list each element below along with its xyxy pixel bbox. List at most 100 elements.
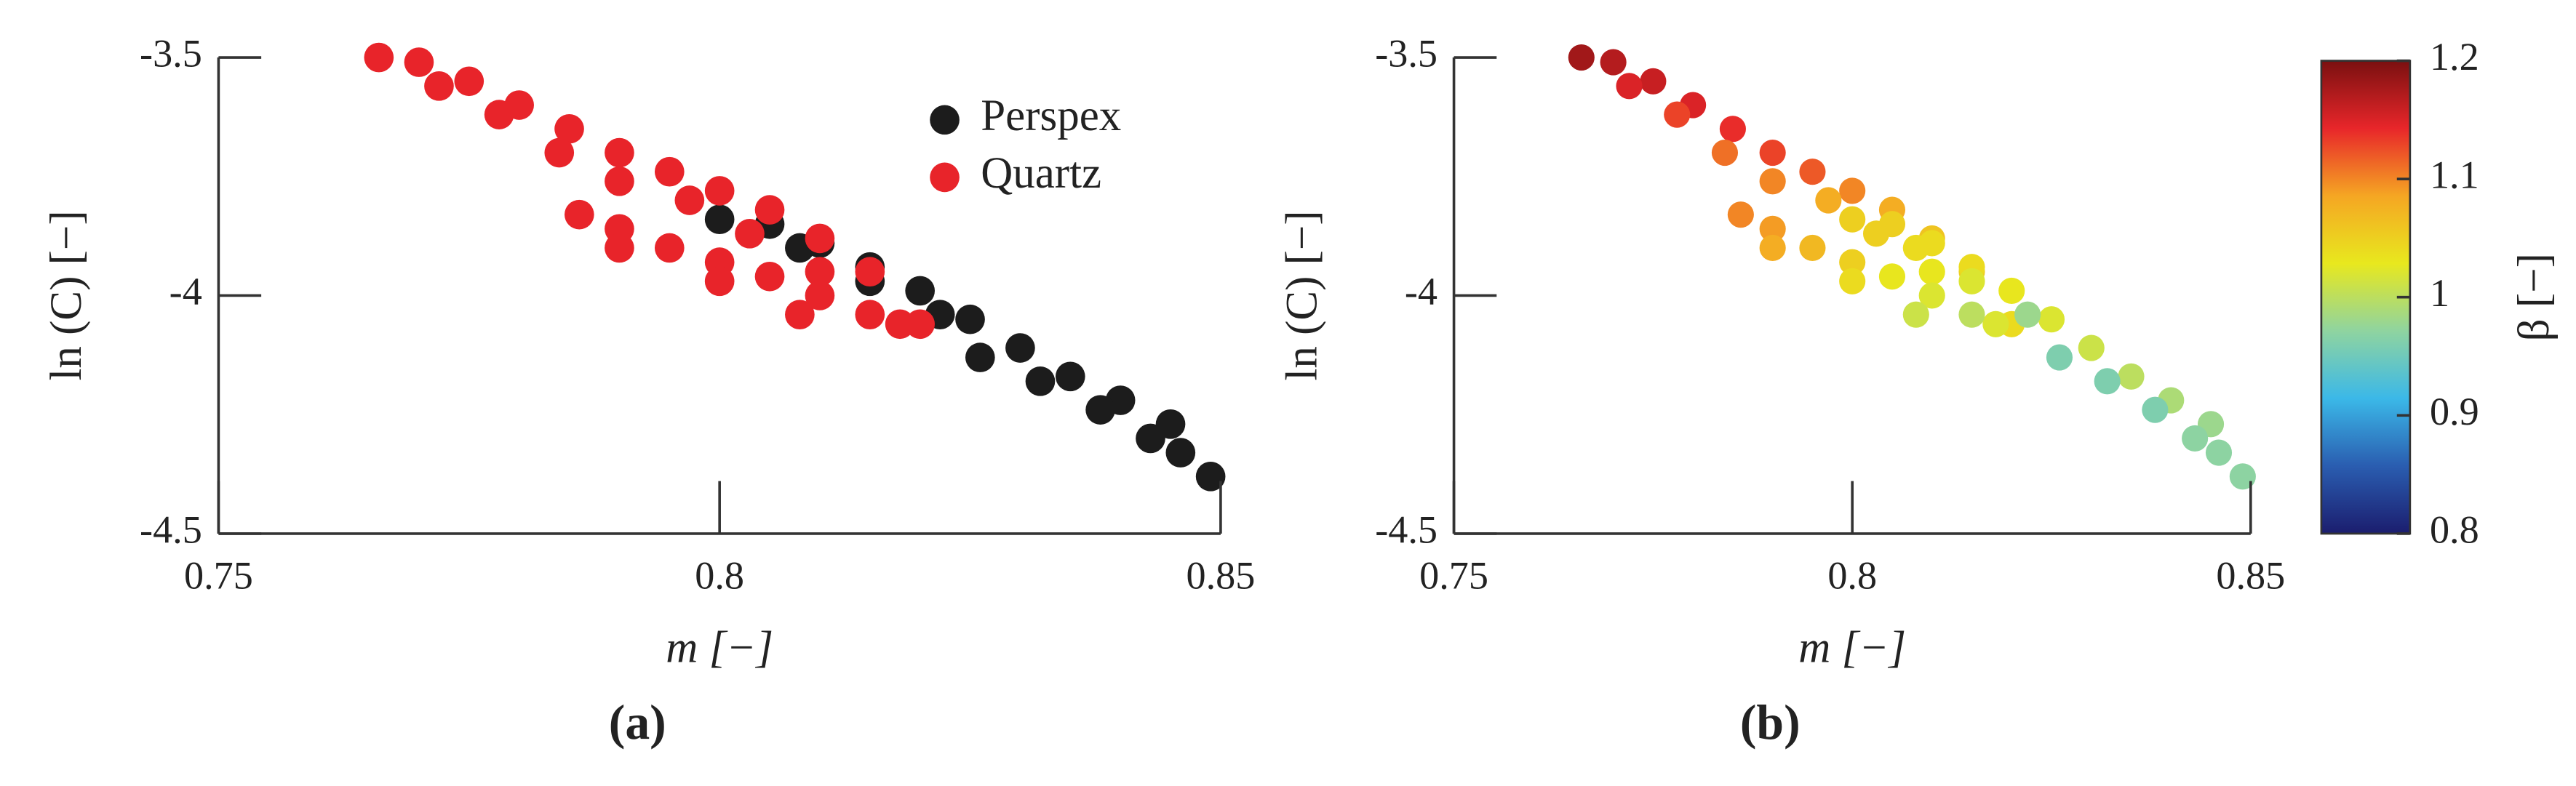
point	[1815, 187, 1842, 214]
point	[735, 219, 765, 249]
legend-marker	[930, 162, 960, 193]
point	[805, 257, 835, 287]
colorbar	[2320, 60, 2412, 535]
point	[1759, 215, 1786, 242]
colorbar-label: β [−]	[2510, 253, 2559, 341]
point	[424, 71, 454, 101]
point	[1719, 116, 1746, 143]
colorbar-tick-label: 1.1	[2430, 153, 2479, 197]
point	[1799, 159, 1826, 185]
point	[905, 276, 935, 306]
point	[1958, 301, 1985, 328]
y-tick-label: -4.5	[1375, 508, 1437, 551]
point	[855, 257, 885, 287]
point	[1902, 301, 1929, 328]
legend-label: Perspex	[981, 92, 1121, 140]
point	[1839, 177, 1866, 204]
point	[704, 266, 735, 297]
point	[704, 204, 735, 235]
caption: (b)	[1740, 695, 1801, 750]
x-tick-label: 0.85	[2216, 554, 2285, 598]
y-tick-label: -4	[170, 270, 202, 313]
point	[454, 66, 485, 97]
point	[785, 300, 815, 329]
x-tick-label: 0.8	[1827, 554, 1877, 598]
point	[965, 342, 995, 372]
x-tick-label: 0.75	[184, 554, 253, 598]
point	[2205, 439, 2233, 466]
colorbar-tick-label: 0.9	[2430, 390, 2479, 433]
point	[654, 233, 685, 263]
point	[404, 47, 434, 77]
point	[2078, 334, 2105, 361]
point	[1839, 206, 1866, 233]
point	[1085, 395, 1115, 425]
point	[1025, 366, 1056, 396]
point	[564, 199, 594, 230]
y-tick-label: -3.5	[140, 31, 202, 75]
y-axis-label: ln (C) [−]	[1277, 210, 1326, 380]
point	[2094, 368, 2121, 395]
point	[1165, 438, 1196, 468]
colorbar-tick-label: 1.2	[2430, 35, 2479, 79]
point	[554, 113, 584, 144]
caption: (a)	[609, 695, 666, 750]
point	[544, 137, 575, 168]
point	[364, 42, 394, 73]
point	[1839, 268, 1866, 294]
point	[1759, 234, 1786, 262]
point	[2142, 396, 2169, 423]
point	[2118, 363, 2145, 390]
panel: -4.5 -4 -3.5 0.75 0.8 0.85 m [−] ln (C) [−] (a) P…	[42, 31, 1255, 749]
point	[1799, 234, 1826, 262]
point	[805, 281, 835, 310]
point	[1902, 234, 1929, 262]
x-tick-label: 0.85	[1186, 554, 1255, 598]
point	[1958, 268, 1985, 294]
point	[2182, 425, 2209, 452]
x-axis-label: m [−]	[1798, 623, 1906, 672]
point	[1918, 258, 1945, 285]
point	[1616, 73, 1643, 100]
x-tick-label: 0.8	[695, 554, 744, 598]
point	[885, 309, 915, 340]
point	[855, 300, 885, 329]
y-axis-label: ln (C) [−]	[42, 210, 91, 380]
point	[1195, 462, 1226, 492]
y-tick-label: -4	[1405, 270, 1437, 313]
point	[754, 195, 785, 225]
point	[1136, 423, 1165, 454]
point	[605, 233, 634, 263]
point	[605, 166, 634, 196]
point	[1005, 333, 1035, 363]
point	[2038, 306, 2065, 333]
y-tick-label: -3.5	[1375, 31, 1437, 75]
point	[704, 176, 735, 206]
point	[1711, 139, 1739, 167]
point	[1839, 249, 1866, 276]
point	[1568, 44, 1595, 71]
x-axis-label: m [−]	[666, 623, 773, 672]
point	[1759, 168, 1786, 195]
point	[805, 223, 835, 254]
legend-marker	[930, 105, 960, 135]
point	[1600, 49, 1627, 76]
point	[1055, 361, 1085, 392]
point	[1727, 201, 1754, 228]
point	[1918, 282, 1945, 309]
point	[1998, 277, 2025, 304]
panel: -4.5 -4 -3.5 0.75 0.8 0.85 m [−] ln (C) [−] (b) 0…	[1277, 31, 2559, 749]
point	[1982, 310, 2009, 337]
point	[674, 185, 705, 215]
point	[605, 137, 634, 168]
point	[1878, 263, 1906, 290]
colorbar-tick-label: 0.8	[2430, 508, 2479, 551]
point	[1759, 139, 1786, 167]
point	[484, 100, 514, 129]
point	[1664, 101, 1691, 128]
colorbar-tick-label: 1	[2430, 271, 2449, 315]
point	[2046, 344, 2073, 371]
point	[955, 304, 985, 334]
